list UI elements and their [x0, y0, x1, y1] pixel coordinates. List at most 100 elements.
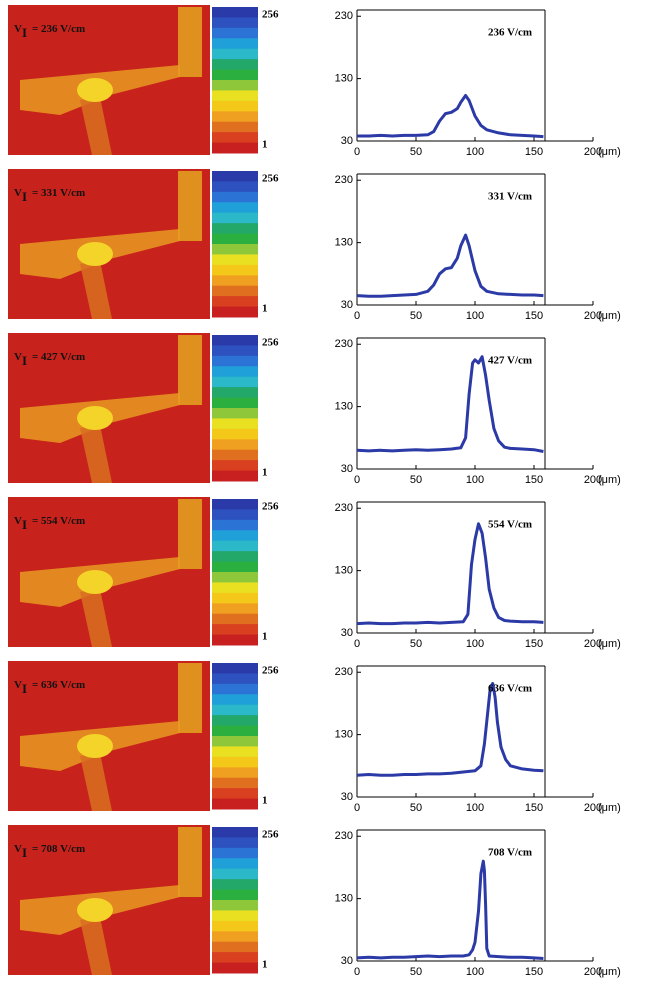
label-text: = 636 V/cm	[32, 679, 85, 691]
y-tick-label: 130	[335, 893, 353, 905]
x-tick-label: 200	[584, 966, 602, 978]
colorbar-step	[212, 788, 258, 800]
colorbar-step	[212, 59, 258, 71]
colorbar-step	[212, 181, 258, 193]
colorbar-step	[212, 603, 258, 615]
x-tick-label: 0	[354, 310, 360, 322]
x-tick-label: 150	[525, 310, 543, 322]
x-axis-label: (μm)	[598, 966, 621, 978]
annotation: 554 V/cm	[488, 519, 532, 531]
x-tick-label: 100	[466, 146, 484, 158]
x-tick-label: 50	[410, 802, 422, 814]
profile-line	[356, 859, 544, 960]
heatmap-channel	[178, 827, 202, 897]
heatmap-stream	[80, 589, 112, 647]
colorbar-step	[212, 941, 258, 953]
profile-line	[356, 233, 544, 298]
x-tick-label: 150	[525, 146, 543, 158]
label-subscript: I	[22, 517, 27, 532]
label-subscript: I	[22, 845, 27, 860]
colorbar-step	[212, 663, 258, 674]
x-tick-label: 150	[525, 966, 543, 978]
x-tick-label: 100	[466, 966, 484, 978]
colorbar-step	[212, 244, 258, 255]
x-tick-label: 50	[410, 146, 422, 158]
heatmap-stream	[80, 97, 112, 155]
label-text: = 708 V/cm	[32, 843, 85, 855]
x-axis-label: (μm)	[598, 474, 621, 486]
profile-line	[357, 94, 544, 139]
colorbar-step	[212, 613, 258, 625]
image-label: VI = 554 V/cm	[14, 515, 85, 532]
x-tick-label: 50	[410, 310, 422, 322]
colorbar-step	[212, 725, 258, 737]
heatmap-blob	[77, 406, 113, 430]
y-tick-label: 230	[335, 174, 353, 186]
x-tick-label: 0	[354, 966, 360, 978]
image-label: VI = 427 V/cm	[14, 351, 85, 368]
y-tick-label: 30	[341, 627, 353, 639]
colorbar-tick-label: 256	[262, 829, 279, 841]
heatmap-blob	[77, 898, 113, 922]
colorbar-step	[212, 408, 258, 419]
colorbar-tick-label: 1	[262, 795, 268, 807]
heatmap-stream	[80, 917, 112, 975]
profile-line	[356, 522, 544, 626]
label-subscript: I	[22, 189, 27, 204]
colorbar-tick-label: 1	[262, 303, 268, 315]
colorbar-step	[212, 306, 258, 318]
x-tick-label: 50	[410, 638, 422, 650]
colorbar-step	[212, 767, 258, 779]
colorbar-step	[212, 777, 258, 789]
colorbar-step	[212, 171, 258, 182]
colorbar-tick-label: 256	[262, 337, 279, 349]
colorbar-step	[212, 212, 258, 224]
label-symbol: V	[14, 679, 22, 691]
heatmap-image	[8, 661, 210, 811]
colorbar-step	[212, 592, 258, 604]
heatmap-image	[8, 497, 210, 647]
colorbar-step	[212, 191, 258, 203]
heatmap-channel	[178, 335, 202, 405]
colorbar-step	[212, 746, 258, 758]
colorbar-step	[212, 7, 258, 18]
colorbar-step	[212, 111, 258, 123]
label-subscript: I	[22, 353, 27, 368]
colorbar-step	[212, 634, 258, 646]
heatmap-channel	[178, 171, 202, 241]
colorbar-step	[212, 530, 258, 542]
colorbar-step	[212, 879, 258, 891]
colorbar-step	[212, 889, 258, 901]
label-symbol: V	[14, 187, 22, 199]
colorbar-step	[212, 910, 258, 922]
x-tick-label: 0	[354, 638, 360, 650]
heatmap-channel	[178, 7, 202, 77]
colorbar-step	[212, 69, 258, 81]
colorbar-step	[212, 275, 258, 287]
colorbar-step	[212, 449, 258, 461]
annotation: 427 V/cm	[488, 355, 532, 367]
colorbar-step	[212, 837, 258, 849]
y-tick-label: 30	[341, 463, 353, 475]
label-text: = 236 V/cm	[32, 23, 85, 35]
y-tick-label: 230	[335, 502, 353, 514]
annotation: 331 V/cm	[488, 191, 532, 203]
label-subscript: I	[22, 25, 27, 40]
colorbar-step	[212, 572, 258, 583]
colorbar-step	[212, 551, 258, 563]
y-tick-label: 130	[335, 401, 353, 413]
heatmap-blob	[77, 570, 113, 594]
y-tick-label: 30	[341, 791, 353, 803]
colorbar-step	[212, 80, 258, 91]
image-label: VI = 331 V/cm	[14, 187, 85, 204]
x-tick-label: 150	[525, 474, 543, 486]
colorbar-step	[212, 223, 258, 235]
colorbar-step	[212, 673, 258, 685]
annotation: 236 V/cm	[488, 27, 532, 39]
colorbar-tick-label: 256	[262, 9, 279, 21]
colorbar-step	[212, 827, 258, 838]
colorbar-step	[212, 48, 258, 60]
colorbar-step	[212, 428, 258, 440]
label-symbol: V	[14, 351, 22, 363]
